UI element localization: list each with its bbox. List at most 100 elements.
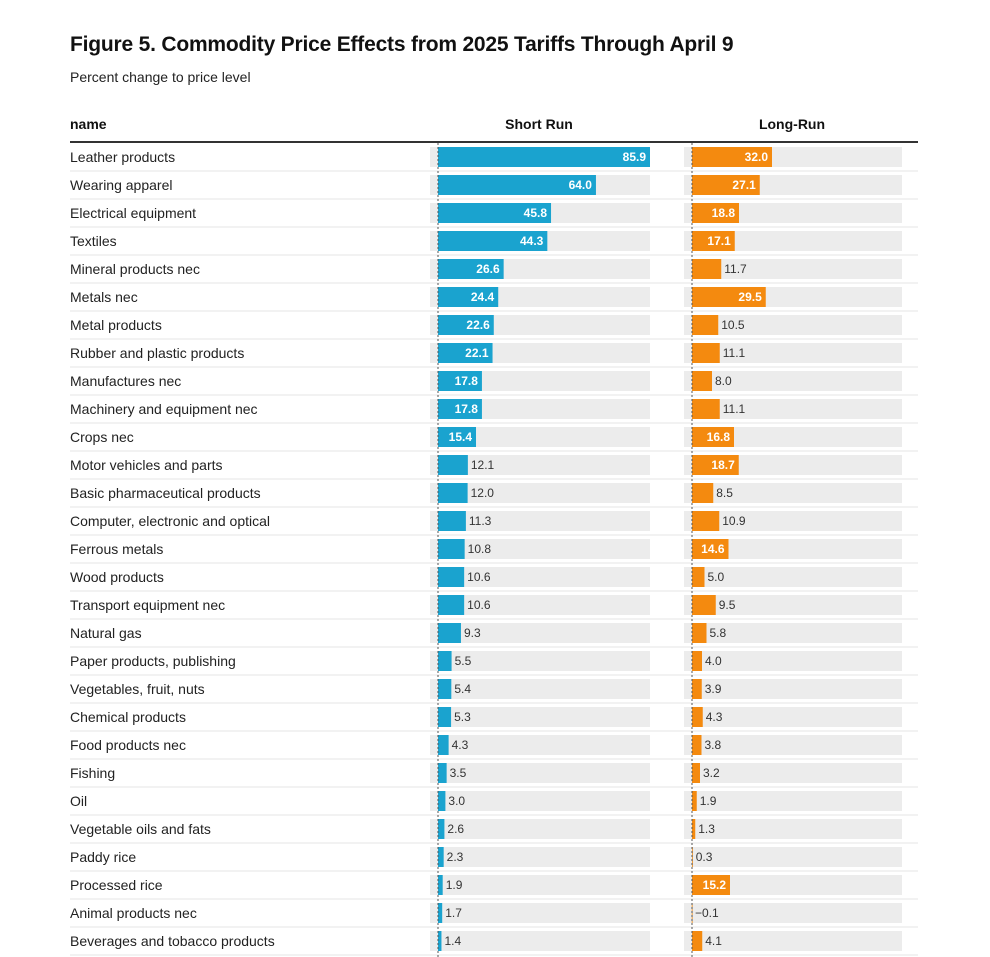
- long-run-bar: [692, 511, 720, 531]
- short-run-bar: [438, 623, 461, 643]
- short-run-bar: [438, 539, 465, 559]
- long-run-value-label: −0.1: [695, 906, 719, 920]
- short-run-value-label: 10.6: [467, 598, 491, 612]
- short-run-bar: [438, 707, 452, 727]
- row-label: Food products nec: [70, 737, 186, 753]
- long-run-track: [684, 399, 902, 419]
- row-label: Ferrous metals: [70, 541, 163, 557]
- short-run-track: [430, 623, 650, 643]
- long-run-value-label: 10.9: [722, 514, 746, 528]
- short-run-bar: [438, 875, 443, 895]
- short-run-bar: [438, 735, 449, 755]
- short-run-bar: [438, 287, 499, 307]
- long-run-bar: [692, 343, 720, 363]
- long-run-value-label: 11.1: [723, 346, 746, 360]
- long-run-value-label: 10.5: [721, 318, 745, 332]
- long-run-bar: [692, 707, 703, 727]
- short-run-value-label: 85.9: [623, 150, 647, 164]
- long-run-bar: [692, 763, 700, 783]
- long-run-bar: [692, 455, 739, 475]
- long-run-value-label: 11.7: [724, 262, 747, 276]
- short-run-bar: [438, 259, 504, 279]
- short-run-value-label: 2.3: [447, 850, 464, 864]
- row-label: Crops nec: [70, 429, 134, 445]
- long-run-bar: [692, 287, 766, 307]
- long-run-track: [684, 679, 902, 699]
- short-run-bar: [438, 791, 446, 811]
- long-run-bar: [692, 203, 739, 223]
- long-run-bar: [692, 791, 697, 811]
- short-run-value-label: 5.3: [454, 710, 471, 724]
- long-run-value-label: 3.8: [705, 738, 722, 752]
- long-run-track: [684, 483, 902, 503]
- long-run-value-label: 11.1: [723, 402, 746, 416]
- row-label: Animal products nec: [70, 905, 197, 921]
- long-run-bar: [692, 399, 720, 419]
- long-run-track: [684, 875, 902, 895]
- short-run-bar: [438, 147, 650, 167]
- long-run-value-label: 27.1: [732, 178, 756, 192]
- long-run-track: [684, 343, 902, 363]
- short-run-bar: [438, 427, 477, 447]
- short-run-bar: [438, 483, 468, 503]
- column-header-short-run[interactable]: Short Run: [505, 116, 573, 132]
- short-run-value-label: 3.5: [450, 766, 467, 780]
- long-run-track: [684, 371, 902, 391]
- short-run-value-label: 1.7: [445, 906, 462, 920]
- long-run-value-label: 3.9: [705, 682, 722, 696]
- short-run-value-label: 12.1: [471, 458, 495, 472]
- short-run-track: [430, 595, 650, 615]
- long-run-value-label: 14.6: [701, 542, 725, 556]
- long-run-value-label: 18.7: [711, 458, 735, 472]
- short-run-bar: [438, 931, 442, 951]
- long-run-bar: [692, 595, 716, 615]
- long-run-track: [684, 595, 902, 615]
- long-run-bar: [692, 371, 712, 391]
- long-run-value-label: 4.0: [705, 654, 722, 668]
- short-run-value-label: 44.3: [520, 234, 544, 248]
- long-run-track: [684, 847, 902, 867]
- short-run-bar: [438, 595, 465, 615]
- short-run-value-label: 17.8: [455, 402, 479, 416]
- row-label: Transport equipment nec: [70, 597, 225, 613]
- row-label: Manufactures nec: [70, 373, 181, 389]
- long-run-bar: [692, 567, 705, 587]
- column-header-name[interactable]: name: [70, 116, 107, 132]
- row-label: Rubber and plastic products: [70, 345, 244, 361]
- short-run-track: [430, 511, 650, 531]
- row-label: Oil: [70, 793, 87, 809]
- short-run-value-label: 1.9: [446, 878, 463, 892]
- long-run-value-label: 5.8: [710, 626, 727, 640]
- short-run-value-label: 22.6: [466, 318, 490, 332]
- long-run-track: [684, 903, 902, 923]
- short-run-bar: [438, 231, 548, 251]
- long-run-track: [684, 819, 902, 839]
- short-run-track: [430, 455, 650, 475]
- short-run-value-label: 12.0: [471, 486, 495, 500]
- long-run-bar: [692, 679, 702, 699]
- row-label: Basic pharmaceutical products: [70, 485, 261, 501]
- short-run-value-label: 5.4: [454, 682, 471, 696]
- row-label: Vegetables, fruit, nuts: [70, 681, 205, 697]
- long-run-bar: [692, 623, 707, 643]
- short-run-track: [430, 931, 650, 951]
- long-run-track: [684, 427, 902, 447]
- row-label: Machinery and equipment nec: [70, 401, 258, 417]
- short-run-track: [430, 539, 650, 559]
- short-run-track: [430, 707, 650, 727]
- long-run-value-label: 17.1: [707, 234, 731, 248]
- long-run-value-label: 8.5: [716, 486, 733, 500]
- long-run-bar: [692, 483, 714, 503]
- short-run-value-label: 45.8: [524, 206, 548, 220]
- short-run-bar: [438, 679, 452, 699]
- row-label: Paddy rice: [70, 849, 136, 865]
- column-header-long-run[interactable]: Long-Run: [758, 116, 826, 132]
- long-run-value-label: 1.9: [700, 794, 717, 808]
- long-run-track: [684, 623, 902, 643]
- short-run-value-label: 17.8: [455, 374, 479, 388]
- short-run-value-label: 24.4: [471, 290, 495, 304]
- short-run-bar: [438, 455, 468, 475]
- short-run-bar: [438, 399, 482, 419]
- chart-title: Figure 5. Commodity Price Effects from 2…: [70, 33, 734, 56]
- short-run-bar: [438, 371, 482, 391]
